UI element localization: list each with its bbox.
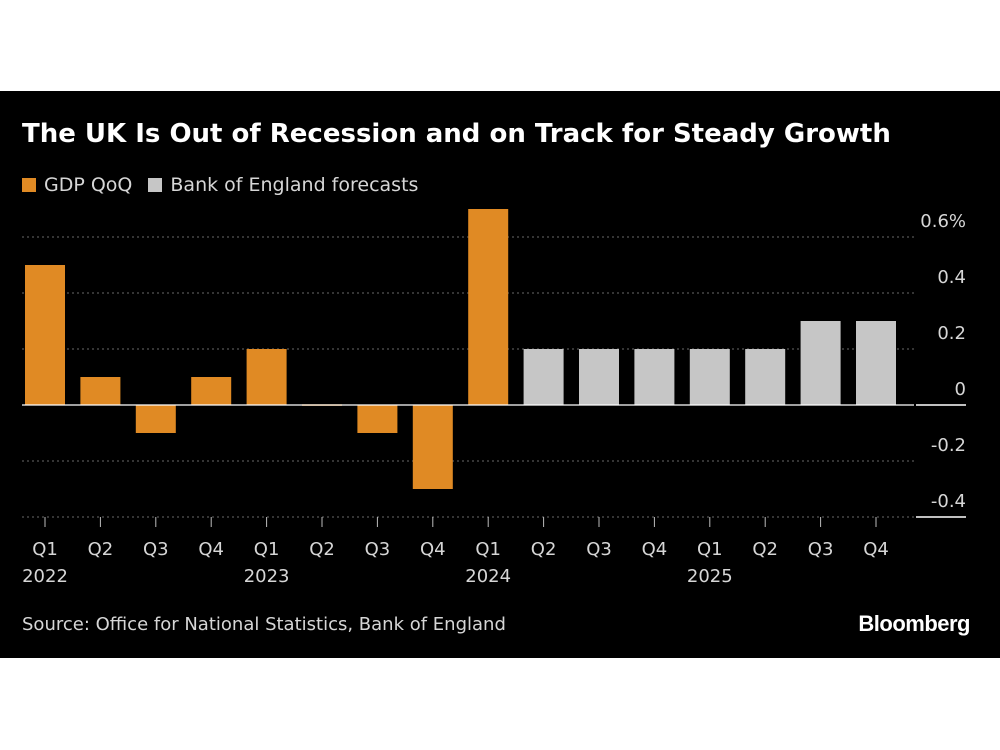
x-tick-label: Q4 [420, 539, 446, 560]
y-tick-label: 0.4 [937, 267, 966, 288]
bar [745, 349, 786, 405]
bar [689, 349, 730, 405]
x-tick-label: Q4 [863, 539, 889, 560]
y-tick-label: -0.4 [931, 491, 966, 512]
x-tick-label: Q1 [475, 539, 501, 560]
year-label: 2024 [465, 566, 511, 587]
chart-panel: The UK Is Out of Recession and on Track … [0, 91, 1000, 658]
y-tick-label: 0.2 [937, 323, 966, 344]
bar [856, 321, 896, 405]
bar [80, 377, 121, 405]
bar [800, 321, 841, 405]
bar [579, 349, 619, 405]
year-label: 2025 [687, 566, 733, 587]
chart-title: The UK Is Out of Recession and on Track … [22, 119, 891, 149]
x-tick-label: Q1 [254, 539, 280, 560]
year-label: 2022 [22, 566, 68, 587]
y-tick-label: 0.6% [920, 211, 966, 232]
bar [357, 405, 398, 433]
bar-chart: 0.6% 0.4 0.2 0 -0.2 -0.4 Q1 2022 Q2 Q3 Q4 Q1 2023 Q2 Q… [22, 209, 966, 587]
bar [412, 405, 453, 489]
bar [523, 349, 564, 405]
legend-label-gdp: GDP QoQ [44, 174, 133, 196]
bar [25, 265, 65, 405]
y-tick-label: 0 [955, 379, 966, 400]
x-tick-label: Q3 [143, 539, 169, 560]
x-tick-label: Q3 [365, 539, 391, 560]
x-tick-label: Q3 [586, 539, 612, 560]
bar [634, 349, 675, 405]
x-tick-label: Q3 [808, 539, 834, 560]
x-tick-label: Q4 [642, 539, 668, 560]
bar [191, 377, 232, 405]
legend-item-gdp: GDP QoQ [22, 174, 132, 196]
x-tick-label: Q2 [752, 539, 778, 560]
y-tick-label: -0.2 [931, 435, 966, 456]
x-tick-label: Q1 [32, 539, 58, 560]
x-tick-label: Q1 [697, 539, 723, 560]
bar [468, 209, 509, 405]
legend-swatch-gdp [22, 178, 36, 192]
legend-swatch-forecast [148, 178, 163, 192]
x-tick-label: Q4 [198, 539, 224, 560]
x-tick-label: Q2 [88, 539, 114, 560]
bar [135, 405, 176, 433]
legend: GDP QoQ Bank of England forecasts [22, 174, 434, 196]
legend-label-forecast: Bank of England forecasts [170, 174, 419, 196]
legend-item-forecast: Bank of England forecasts [148, 174, 418, 196]
x-tick-label: Q2 [531, 539, 557, 560]
bar [246, 349, 287, 405]
source-note: Source: Office for National Statistics, … [22, 614, 506, 635]
x-tick-label: Q2 [309, 539, 335, 560]
bloomberg-logo: Bloomberg [858, 611, 970, 636]
year-label: 2023 [244, 566, 290, 587]
